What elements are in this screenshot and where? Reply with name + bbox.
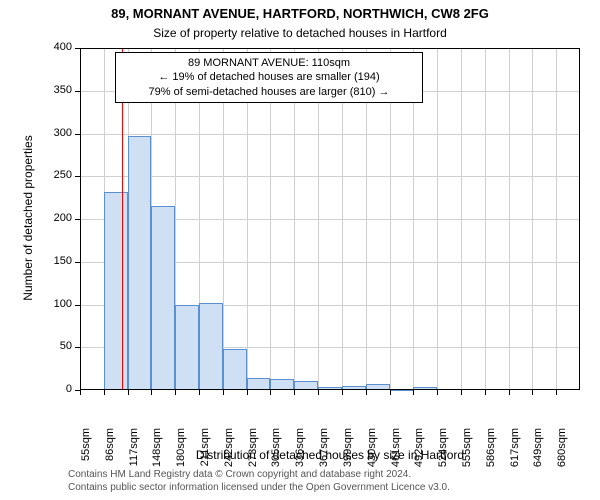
grid-line (80, 134, 580, 135)
annotation-line-1: 89 MORNANT AVENUE: 110sqm (124, 56, 414, 70)
y-tick-label: 300 (38, 127, 72, 139)
x-tick (437, 390, 438, 395)
x-tick (485, 390, 486, 395)
y-tick-label: 350 (38, 84, 72, 96)
x-tick (366, 390, 367, 395)
histogram-bar (104, 192, 128, 390)
grid-line (556, 48, 557, 390)
histogram-bar (175, 305, 199, 391)
histogram-bar (151, 206, 175, 390)
grid-line (485, 48, 486, 390)
grid-line (509, 48, 510, 390)
footer-line-1: Contains HM Land Registry data © Crown c… (68, 468, 450, 481)
chart-title-line1: 89, MORNANT AVENUE, HARTFORD, NORTHWICH,… (0, 6, 600, 21)
grid-line (437, 48, 438, 390)
x-tick (390, 390, 391, 395)
x-tick (556, 390, 557, 395)
histogram-bar (223, 349, 247, 390)
x-tick (104, 390, 105, 395)
chart-title-line2: Size of property relative to detached ho… (0, 26, 600, 40)
y-tick-label: 200 (38, 212, 72, 224)
x-tick (509, 390, 510, 395)
x-tick (461, 390, 462, 395)
y-tick-label: 50 (38, 340, 72, 352)
x-tick (342, 390, 343, 395)
axis-border (579, 48, 580, 390)
axis-border (80, 48, 580, 49)
x-axis-label: Distribution of detached houses by size … (80, 448, 580, 462)
x-tick (270, 390, 271, 395)
y-tick-label: 100 (38, 298, 72, 310)
histogram-bar (128, 136, 152, 390)
axis-border (80, 48, 81, 390)
x-tick (532, 390, 533, 395)
x-tick (318, 390, 319, 395)
grid-line (532, 48, 533, 390)
x-tick (247, 390, 248, 395)
x-tick (199, 390, 200, 395)
x-tick (413, 390, 414, 395)
x-tick (294, 390, 295, 395)
annotation-line-3: 79% of semi-detached houses are larger (… (124, 85, 414, 99)
x-tick (80, 390, 81, 395)
y-axis-label: Number of detached properties (21, 47, 35, 389)
axis-border (80, 389, 580, 390)
chart-container: 89, MORNANT AVENUE, HARTFORD, NORTHWICH,… (0, 0, 600, 500)
grid-line (80, 176, 580, 177)
y-tick-label: 0 (38, 383, 72, 395)
y-tick-label: 400 (38, 41, 72, 53)
grid-line (461, 48, 462, 390)
y-tick-label: 150 (38, 255, 72, 267)
x-tick (175, 390, 176, 395)
histogram-bar (199, 303, 223, 390)
y-tick-label: 250 (38, 169, 72, 181)
x-tick (128, 390, 129, 395)
footer-line-2: Contains public sector information licen… (68, 481, 450, 494)
footer-attribution: Contains HM Land Registry data © Crown c… (68, 468, 450, 494)
annotation-line-2: ← 19% of detached houses are smaller (19… (124, 70, 414, 84)
x-tick (151, 390, 152, 395)
annotation-box: 89 MORNANT AVENUE: 110sqm ← 19% of detac… (115, 52, 423, 103)
x-tick (223, 390, 224, 395)
